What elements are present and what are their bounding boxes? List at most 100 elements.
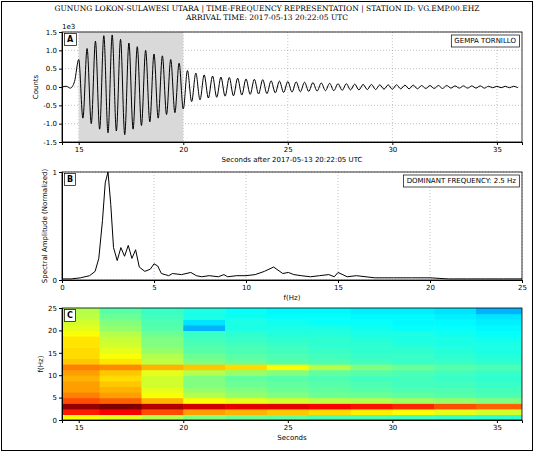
heat-cell bbox=[141, 409, 183, 415]
heat-cell bbox=[351, 347, 393, 353]
y-tick: 20 bbox=[48, 327, 62, 335]
heat-cell bbox=[476, 370, 522, 376]
y-tick-label: 5 bbox=[53, 394, 57, 402]
heat-cell bbox=[351, 414, 393, 420]
heat-cell bbox=[225, 392, 267, 398]
y-tick-mark bbox=[59, 375, 62, 376]
heat-cell bbox=[434, 319, 476, 325]
heat-cell bbox=[476, 358, 522, 364]
heat-cell bbox=[309, 347, 351, 353]
heat-cell bbox=[434, 342, 476, 348]
x-tick: 5 bbox=[152, 280, 156, 292]
y-tick-label: -1.5 bbox=[43, 139, 57, 147]
heat-cell bbox=[183, 308, 225, 314]
heat-cell bbox=[309, 353, 351, 359]
heat-cell bbox=[141, 325, 183, 331]
heat-cell bbox=[476, 364, 522, 370]
heat-cell bbox=[351, 308, 393, 314]
y-tick-label: 10 bbox=[48, 372, 57, 380]
heat-cell bbox=[100, 314, 142, 320]
heat-cell bbox=[476, 386, 522, 392]
heat-cell bbox=[100, 330, 142, 336]
figure-subtitle: ARRIVAL TIME: 2017-05-13 20:22:05 UTC bbox=[185, 13, 348, 22]
y-tick: -1.0 bbox=[43, 120, 62, 128]
heat-cell bbox=[62, 392, 100, 398]
x-tick: 35 bbox=[493, 142, 502, 154]
heat-cell bbox=[309, 314, 351, 320]
heat-cell bbox=[225, 364, 267, 370]
heat-cell bbox=[351, 409, 393, 415]
heat-cell bbox=[434, 386, 476, 392]
y-tick: 0.0 bbox=[46, 84, 62, 92]
y-tick-mark bbox=[59, 330, 62, 331]
heat-cell bbox=[225, 370, 267, 376]
heat-cell bbox=[392, 403, 434, 409]
heat-cell bbox=[100, 375, 142, 381]
x-tick-mark bbox=[522, 280, 523, 283]
y-tick: 5 bbox=[53, 394, 62, 402]
heat-cell bbox=[141, 414, 183, 420]
heat-cell bbox=[183, 375, 225, 381]
x-tick: 20 bbox=[179, 142, 188, 154]
y-tick-label: 15 bbox=[48, 350, 57, 358]
heat-cell bbox=[351, 364, 393, 370]
heat-cell bbox=[267, 409, 309, 415]
heat-cell bbox=[225, 330, 267, 336]
grid-line-x bbox=[246, 172, 247, 280]
panel-letter: C bbox=[67, 311, 73, 320]
heat-cell bbox=[267, 403, 309, 409]
panel-2: 15202530350510152025Secondsf(Hz)C bbox=[37, 305, 523, 442]
heat-cell bbox=[392, 325, 434, 331]
heat-cell bbox=[100, 403, 142, 409]
x-tick-label: 5 bbox=[152, 284, 156, 292]
heat-cell bbox=[351, 330, 393, 336]
heat-cell bbox=[225, 314, 267, 320]
heat-cell bbox=[267, 375, 309, 381]
x-tick-mark bbox=[246, 280, 247, 283]
plot-area bbox=[62, 32, 522, 142]
y-axis-title: f(Hz) bbox=[37, 355, 45, 372]
x-axis-line bbox=[63, 143, 523, 146]
heat-cell bbox=[100, 409, 142, 415]
x-tick-mark bbox=[288, 420, 289, 423]
heat-cell bbox=[141, 353, 183, 359]
y-tick-label: 0 bbox=[53, 277, 57, 285]
heat-cell bbox=[351, 386, 393, 392]
x-axis-title: Seconds bbox=[277, 434, 307, 442]
heat-cell bbox=[309, 381, 351, 387]
heat-cell bbox=[434, 308, 476, 314]
heat-cell bbox=[309, 364, 351, 370]
heat-cell bbox=[183, 364, 225, 370]
y-axis: 01 bbox=[53, 169, 63, 285]
y-tick-label: 1.5 bbox=[46, 29, 57, 37]
panel-letter: A bbox=[67, 35, 74, 44]
heat-cell bbox=[100, 308, 142, 314]
x-tick: 25 bbox=[284, 420, 293, 432]
heat-cell bbox=[392, 409, 434, 415]
x-tick: 20 bbox=[179, 420, 188, 432]
heat-cell bbox=[434, 336, 476, 342]
heat-cell bbox=[141, 386, 183, 392]
heat-cell bbox=[225, 336, 267, 342]
heat-cell bbox=[476, 392, 522, 398]
y-tick-label: 0.0 bbox=[46, 84, 57, 92]
y-tick: -1.5 bbox=[43, 139, 62, 147]
heat-cell bbox=[62, 325, 100, 331]
heat-cell bbox=[100, 392, 142, 398]
heat-cell bbox=[476, 398, 522, 404]
heat-cell bbox=[62, 386, 100, 392]
y-tick: 0.5 bbox=[46, 65, 62, 73]
figure: GUNUNG LOKON-SULAWESI UTARA | TIME-FREQU… bbox=[0, 0, 534, 452]
y-tick-label: 25 bbox=[48, 305, 57, 313]
heat-cell bbox=[225, 325, 267, 331]
panel-letter-group: A bbox=[65, 34, 77, 46]
y-axis-line bbox=[59, 309, 63, 421]
heat-cell bbox=[434, 347, 476, 353]
heat-cell bbox=[476, 347, 522, 353]
y-tick-mark bbox=[59, 105, 62, 106]
heat-cell bbox=[141, 403, 183, 409]
heat-cell bbox=[141, 392, 183, 398]
heat-cell bbox=[183, 325, 225, 331]
heat-cell bbox=[476, 375, 522, 381]
figure-title: GUNUNG LOKON-SULAWESI UTARA | TIME-FREQU… bbox=[55, 4, 480, 13]
